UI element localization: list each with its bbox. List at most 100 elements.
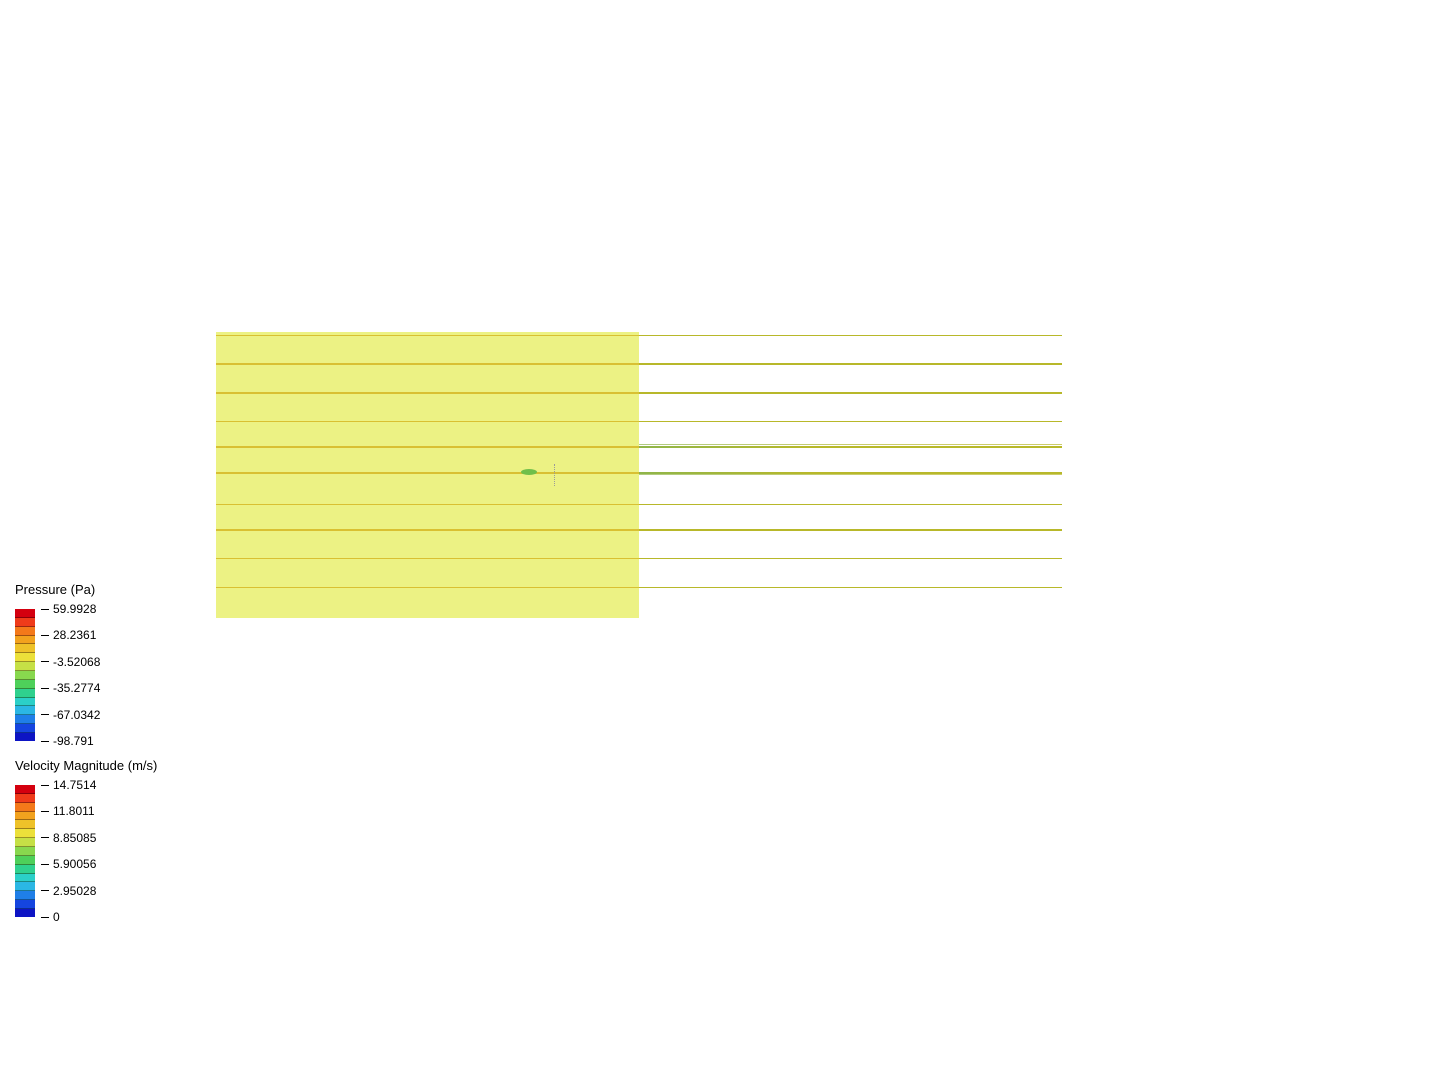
streamline-wake	[639, 444, 1062, 445]
streamline	[639, 529, 1062, 531]
color-swatch	[15, 829, 35, 838]
streamline	[639, 472, 1062, 474]
colorbar-tick: 0	[41, 910, 60, 924]
streamlines	[216, 332, 1062, 618]
pressure-legend-body: 59.992828.2361-3.52068-35.2774-67.0342-9…	[15, 609, 121, 741]
streamline	[639, 446, 1062, 448]
color-swatch	[15, 653, 35, 662]
streamline	[639, 504, 1062, 506]
colorbar-tick: 14.7514	[41, 778, 96, 792]
tick-mark	[41, 811, 49, 812]
color-swatch	[15, 698, 35, 707]
tick-mark	[41, 661, 49, 662]
probe-marks	[554, 464, 556, 487]
color-swatch	[15, 627, 35, 636]
tick-mark	[41, 635, 49, 636]
streamline	[216, 529, 639, 531]
pressure-legend: Pressure (Pa) 59.9928 28.2361 -3.52068 -35.…	[15, 582, 121, 741]
tick-label: -3.52068	[53, 655, 100, 669]
tick-label: 5.90056	[53, 857, 96, 871]
colorbar-tick: -67.0342	[41, 708, 100, 722]
colorbar-tick: 28.2361	[41, 628, 96, 642]
tick-label: 59.9928	[53, 602, 96, 616]
streamline	[639, 587, 1062, 589]
color-swatch	[15, 715, 35, 724]
tick-mark	[41, 864, 49, 865]
color-swatch	[15, 689, 35, 698]
streamline	[216, 392, 639, 394]
color-swatch	[15, 812, 35, 821]
tick-label: -98.791	[53, 734, 94, 748]
color-swatch	[15, 856, 35, 865]
colorbar-tick: 5.90056	[41, 857, 96, 871]
streamline	[216, 504, 639, 506]
tick-label: 0	[53, 910, 60, 924]
color-swatch	[15, 706, 35, 715]
tick-label: 8.85085	[53, 831, 96, 845]
color-swatch	[15, 874, 35, 883]
tick-label: 2.95028	[53, 884, 96, 898]
tick-mark	[41, 714, 49, 715]
color-swatch	[15, 865, 35, 874]
pressure-tick-labels: 59.992828.2361-3.52068-35.2774-67.0342-9…	[41, 609, 121, 741]
colorbar-tick: 59.9928	[41, 602, 96, 616]
tick-mark	[41, 837, 49, 838]
pressure-color-strip	[15, 609, 35, 741]
color-swatch	[15, 882, 35, 891]
color-swatch	[15, 662, 35, 671]
tick-mark	[41, 917, 49, 918]
tick-label: -35.2774	[53, 681, 100, 695]
velocity-legend: Velocity Magnitude (m/s) 14.7514 11.8011 8…	[15, 758, 157, 917]
colorbar-tick: 8.85085	[41, 831, 96, 845]
velocity-legend-title: Velocity Magnitude (m/s)	[15, 758, 157, 773]
velocity-legend-body: 14.751411.80118.850855.900562.950280	[15, 785, 157, 917]
streamline	[216, 363, 639, 365]
color-swatch	[15, 900, 35, 909]
streamline	[216, 421, 639, 423]
velocity-tick-labels: 14.751411.80118.850855.900562.950280	[41, 785, 121, 917]
color-swatch	[15, 680, 35, 689]
color-swatch	[15, 733, 35, 741]
color-swatch	[15, 618, 35, 627]
colorbar-tick: -98.791	[41, 734, 94, 748]
color-swatch	[15, 785, 35, 794]
streamline	[639, 363, 1062, 365]
color-swatch	[15, 803, 35, 812]
tick-mark	[41, 785, 49, 786]
color-swatch	[15, 847, 35, 856]
tick-label: 28.2361	[53, 628, 96, 642]
streamline	[216, 472, 639, 474]
streamline	[216, 335, 639, 337]
tick-label: -67.0342	[53, 708, 100, 722]
velocity-color-strip	[15, 785, 35, 917]
colorbar-tick: -35.2774	[41, 681, 100, 695]
colorbar-tick: 11.8011	[41, 804, 95, 818]
streamline	[639, 421, 1062, 423]
streamline	[216, 446, 639, 448]
color-swatch	[15, 636, 35, 645]
color-swatch	[15, 609, 35, 618]
streamline	[216, 558, 639, 560]
tick-mark	[41, 890, 49, 891]
color-swatch	[15, 724, 35, 733]
color-swatch	[15, 909, 35, 917]
tick-mark	[41, 741, 49, 742]
color-swatch	[15, 820, 35, 829]
color-swatch	[15, 671, 35, 680]
tick-label: 11.8011	[53, 804, 95, 818]
colorbar-tick: 2.95028	[41, 884, 96, 898]
simulation-field	[216, 332, 1062, 618]
tick-label: 14.7514	[53, 778, 96, 792]
streamline-wake	[639, 474, 1062, 475]
color-swatch	[15, 794, 35, 803]
streamline	[216, 587, 639, 589]
colorbar-tick: -3.52068	[41, 655, 100, 669]
tick-mark	[41, 688, 49, 689]
streamline	[639, 558, 1062, 560]
pressure-legend-title: Pressure (Pa)	[15, 582, 121, 597]
streamline	[639, 335, 1062, 337]
color-swatch	[15, 644, 35, 653]
tick-mark	[41, 609, 49, 610]
color-swatch	[15, 838, 35, 847]
streamline	[639, 392, 1062, 394]
